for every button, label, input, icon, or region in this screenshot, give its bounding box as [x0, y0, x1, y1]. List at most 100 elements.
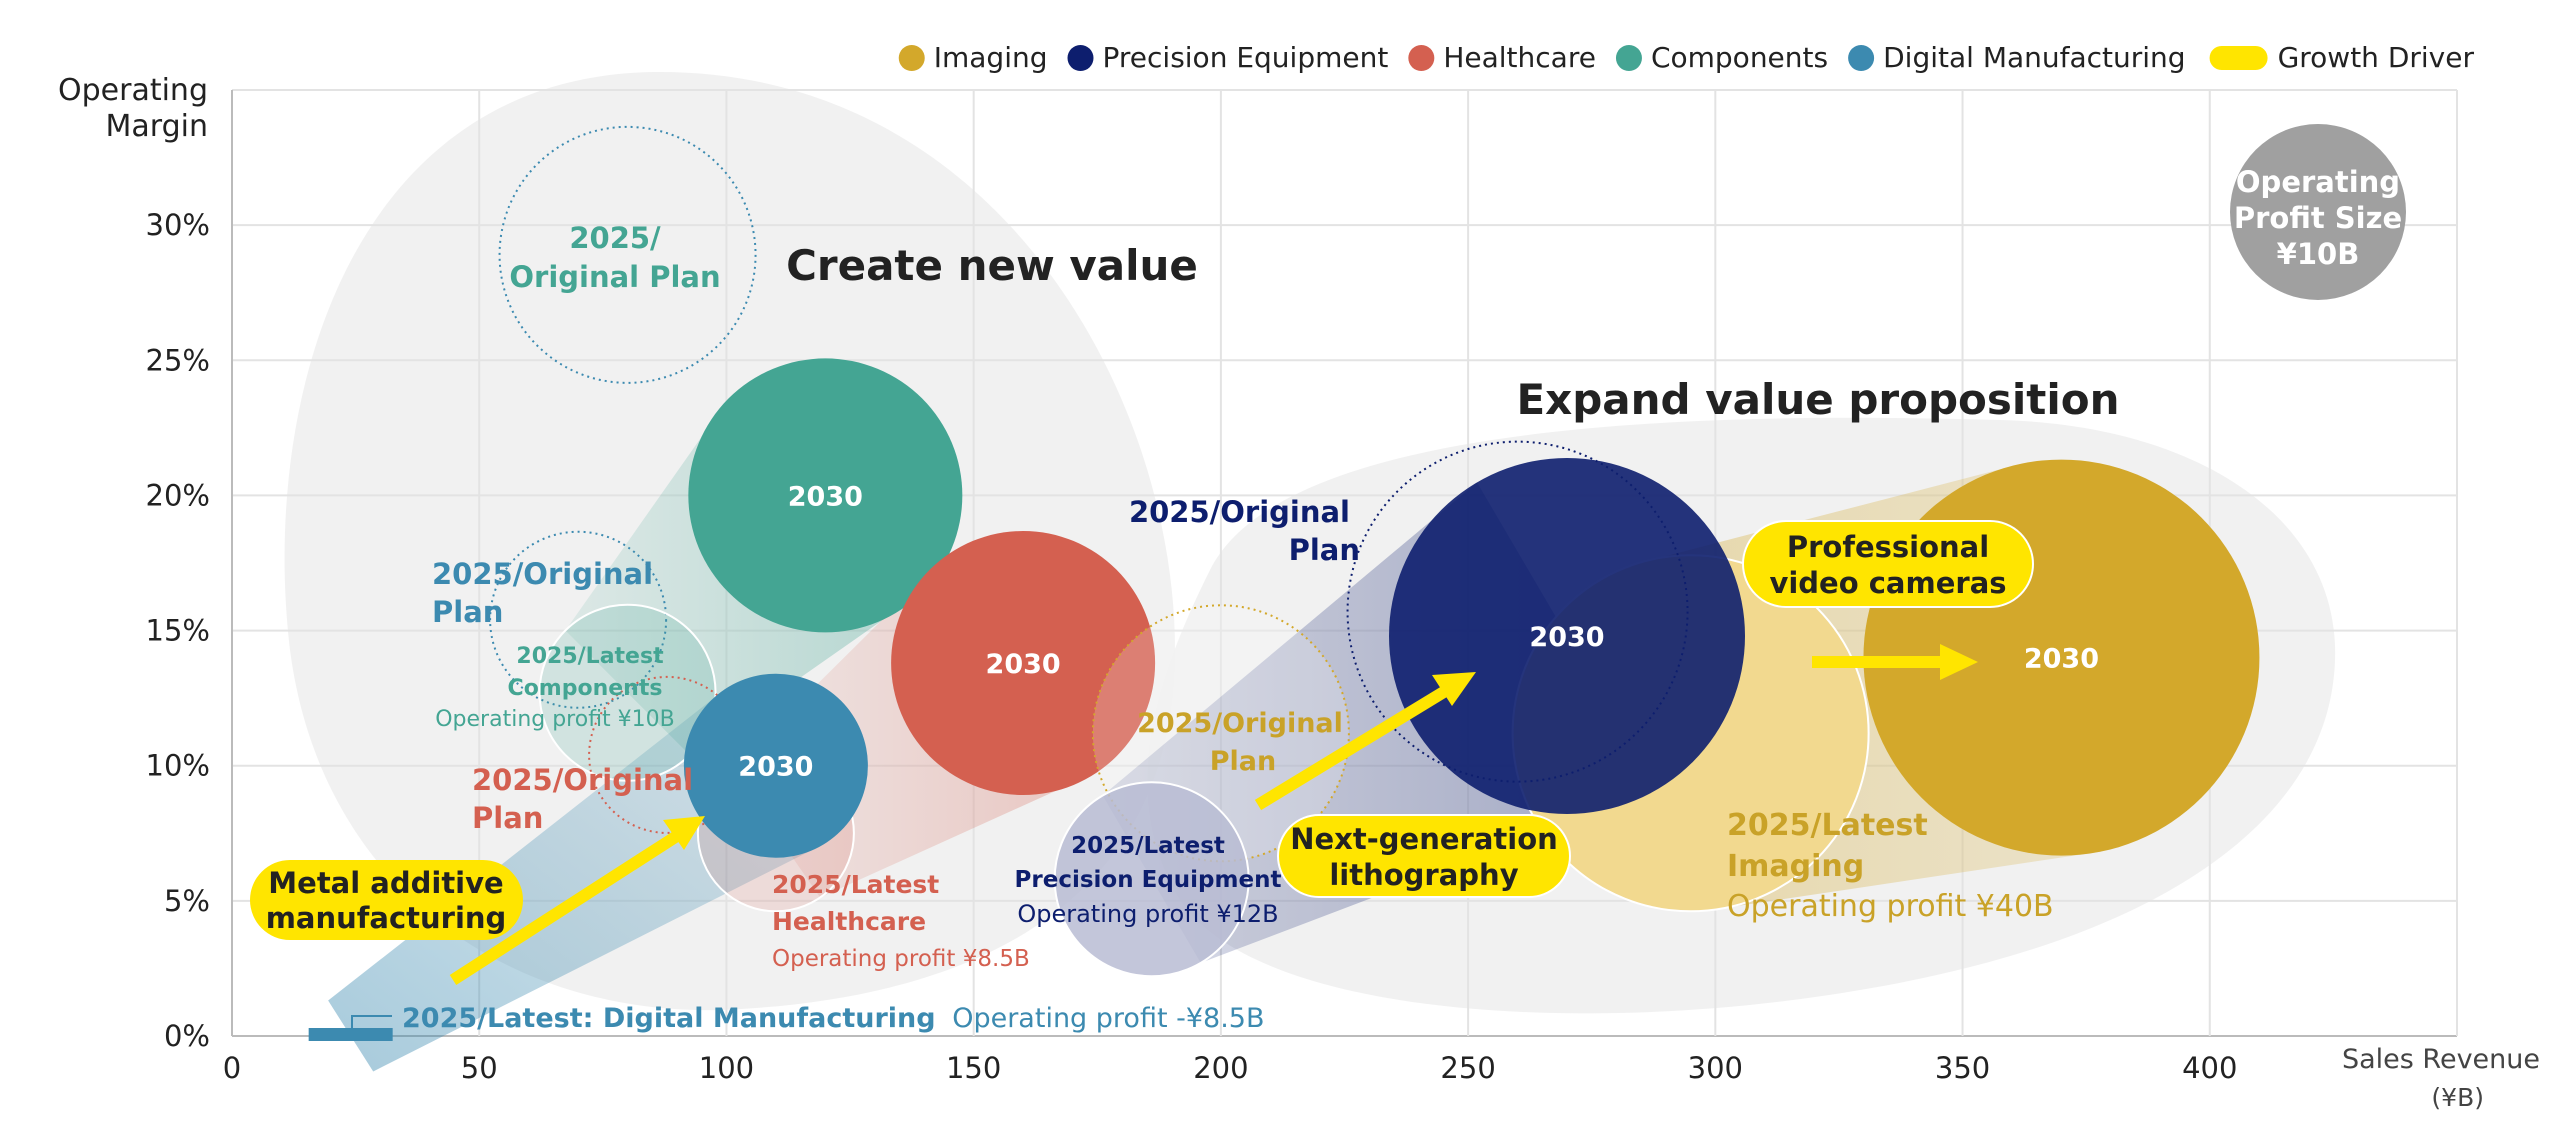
lithography-label-2: lithography — [1329, 858, 1518, 892]
legend-swatch-digital-manufacturing — [1848, 45, 1875, 71]
lithography-arrowhead — [1432, 672, 1476, 706]
legend-swatch-healthcare — [1408, 45, 1435, 71]
legend-swatch-components — [1615, 45, 1642, 71]
healthcare-2030-bubble — [891, 531, 1156, 796]
precision-latest-profit: Operating profit ¥12B — [1017, 900, 1278, 928]
precision-latest-label-1: 2025/Latest — [1071, 833, 1225, 859]
metal-additive-arrow — [449, 828, 684, 986]
profit-size-reference: Operating Profit Size ¥10B — [2230, 124, 2406, 300]
y-axis-title-2: Margin — [106, 109, 208, 144]
legend-label-precision-equipment: Precision Equipment — [1103, 41, 1389, 74]
digital-manufacturing-original-plan-bubble — [489, 530, 668, 709]
components-latest-bubble — [538, 603, 717, 782]
x-axis-unit: (¥B) — [2431, 1083, 2484, 1112]
legend-swatch-growth-driver — [2209, 46, 2268, 70]
digital-manufacturing-plan-label-2: Plan — [432, 595, 503, 629]
video-cameras-pill — [1742, 520, 2034, 608]
x-tick-label: 0 — [223, 1051, 241, 1085]
x-axis-title: Sales Revenue — [2342, 1044, 2540, 1075]
x-tick-label: 400 — [2182, 1051, 2237, 1085]
x-tick-label: 250 — [1440, 1051, 1495, 1085]
healthcare-latest-profit: Operating profit ¥8.5B — [772, 946, 1030, 972]
components-latest-label-1: 2025/Latest — [516, 644, 664, 669]
y-tick-label: 15% — [146, 614, 210, 648]
create-new-value-title: Create new value — [786, 241, 1198, 290]
imaging-latest-profit: Operating profit ¥40B — [1727, 889, 2054, 924]
y-tick-label: 5% — [164, 884, 210, 918]
digital-manufacturing-2030-bubble — [683, 673, 868, 858]
imaging-latest-label-1: 2025/Latest — [1727, 808, 1928, 843]
metal-additive-label-2: manufacturing — [266, 901, 507, 935]
metal-additive-pill — [250, 860, 523, 940]
video-cameras-arrowhead — [1940, 644, 1978, 680]
digital-manufacturing-plan-label-1: 2025/Original — [432, 557, 653, 591]
precision-plan-label-2: Plan — [1289, 533, 1360, 567]
healthcare-latest-label-1: 2025/Latest — [772, 870, 939, 899]
profit-size-label-2: Profit Size — [2234, 201, 2402, 235]
imaging-plan-label-1: 2025/Original — [1137, 708, 1343, 739]
lithography-label-1: Next-generation — [1290, 822, 1558, 856]
components-latest-label-2: Components — [508, 676, 663, 701]
y-tick-label: 20% — [146, 478, 210, 512]
components-plan-label-2: Original Plan — [509, 260, 720, 294]
metal-additive-label-1: Metal additive — [268, 866, 503, 900]
components-original-plan-bubble — [498, 125, 757, 384]
x-tick-label: 350 — [1935, 1051, 1990, 1085]
annotations: 2025/ Original Plan 2025/Original Plan 2… — [351, 221, 2120, 1040]
expand-value-title: Expand value proposition — [1516, 375, 2119, 424]
healthcare-plan-label-2: Plan — [472, 801, 543, 835]
video-cameras-label-1: Professional — [1787, 530, 1989, 564]
components-plan-label-1: 2025/ — [569, 221, 661, 255]
lithography-pill — [1277, 814, 1571, 898]
imaging-latest-label-2: Imaging — [1727, 849, 1864, 884]
precision-equipment-2030-bubble — [1389, 457, 1745, 814]
digital-manufacturing-2030-label: 2030 — [738, 752, 813, 783]
healthcare-plan-label-1: 2025/Original — [472, 763, 693, 797]
precision-equipment-latest-bubble — [1053, 781, 1250, 978]
precision-plan-label-1: 2025/Original — [1129, 495, 1350, 529]
legend-swatch-precision-equipment — [1067, 45, 1094, 71]
x-tick-label: 200 — [1193, 1051, 1248, 1085]
components-latest-profit: Operating profit ¥10B — [435, 707, 675, 732]
imaging-plan-label-2: Plan — [1210, 746, 1277, 777]
profit-size-label-1: Operating — [2236, 165, 2400, 199]
components-2030-bubble — [688, 358, 963, 633]
digital-manufacturing-latest-marker — [308, 1028, 393, 1041]
y-tick-label: 10% — [146, 749, 210, 783]
legend-label-components: Components — [1651, 41, 1828, 74]
x-tick-label: 50 — [461, 1051, 498, 1085]
digital-manufacturing-latest-title: 2025/Latest: Digital Manufacturing — [402, 1003, 936, 1034]
legend-swatch-imaging — [898, 45, 925, 71]
precision-equipment-2030-label: 2030 — [1529, 622, 1604, 653]
video-cameras-label-2: video cameras — [1769, 566, 2006, 600]
growth-drivers: Metal additive manufacturing Professiona… — [250, 520, 2034, 940]
healthcare-latest-label-2: Healthcare — [772, 907, 926, 936]
labels-2030: 2030 2030 2030 2030 2030 — [738, 481, 2099, 782]
growth-arrows — [449, 644, 1978, 986]
digital-manufacturing-leader-line — [351, 1015, 392, 1040]
lithography-arrow — [1254, 684, 1451, 811]
x-tick-label: 150 — [946, 1051, 1001, 1085]
components-2030-label: 2030 — [788, 481, 863, 512]
legend-label-growth-driver: Growth Driver — [2278, 41, 2475, 74]
precision-latest-label-2: Precision Equipment — [1015, 867, 1282, 893]
metal-additive-arrowhead — [663, 816, 705, 850]
digital-manufacturing-latest-label: 2025/Latest: Digital Manufacturing Opera… — [402, 1003, 1265, 1034]
digital-manufacturing-latest-profit: Operating profit -¥8.5B — [952, 1003, 1264, 1034]
y-tick-label: 30% — [146, 208, 210, 242]
bubbles — [308, 125, 2260, 1041]
profit-size-label-3: ¥10B — [2277, 237, 2360, 271]
legend-label-healthcare: Healthcare — [1443, 41, 1596, 74]
legend-label-imaging: Imaging — [934, 41, 1048, 74]
profit-size-circle — [2230, 124, 2406, 300]
x-tick-label: 300 — [1688, 1051, 1743, 1085]
imaging-2030-label: 2030 — [2024, 644, 2099, 675]
healthcare-2030-label: 2030 — [986, 649, 1061, 680]
y-axis-title-1: Operating — [58, 73, 208, 108]
legend-label-digital-manufacturing: Digital Manufacturing — [1883, 41, 2185, 74]
y-tick-label: 25% — [146, 343, 210, 377]
x-tick-label: 100 — [699, 1051, 754, 1085]
axes: 0% 5% 10% 15% 20% 25% 30% 0 50 100 150 200 250 300 350… — [146, 208, 2238, 1085]
legend: Growth Driver Digital Manufacturing Compon… — [898, 41, 2475, 74]
